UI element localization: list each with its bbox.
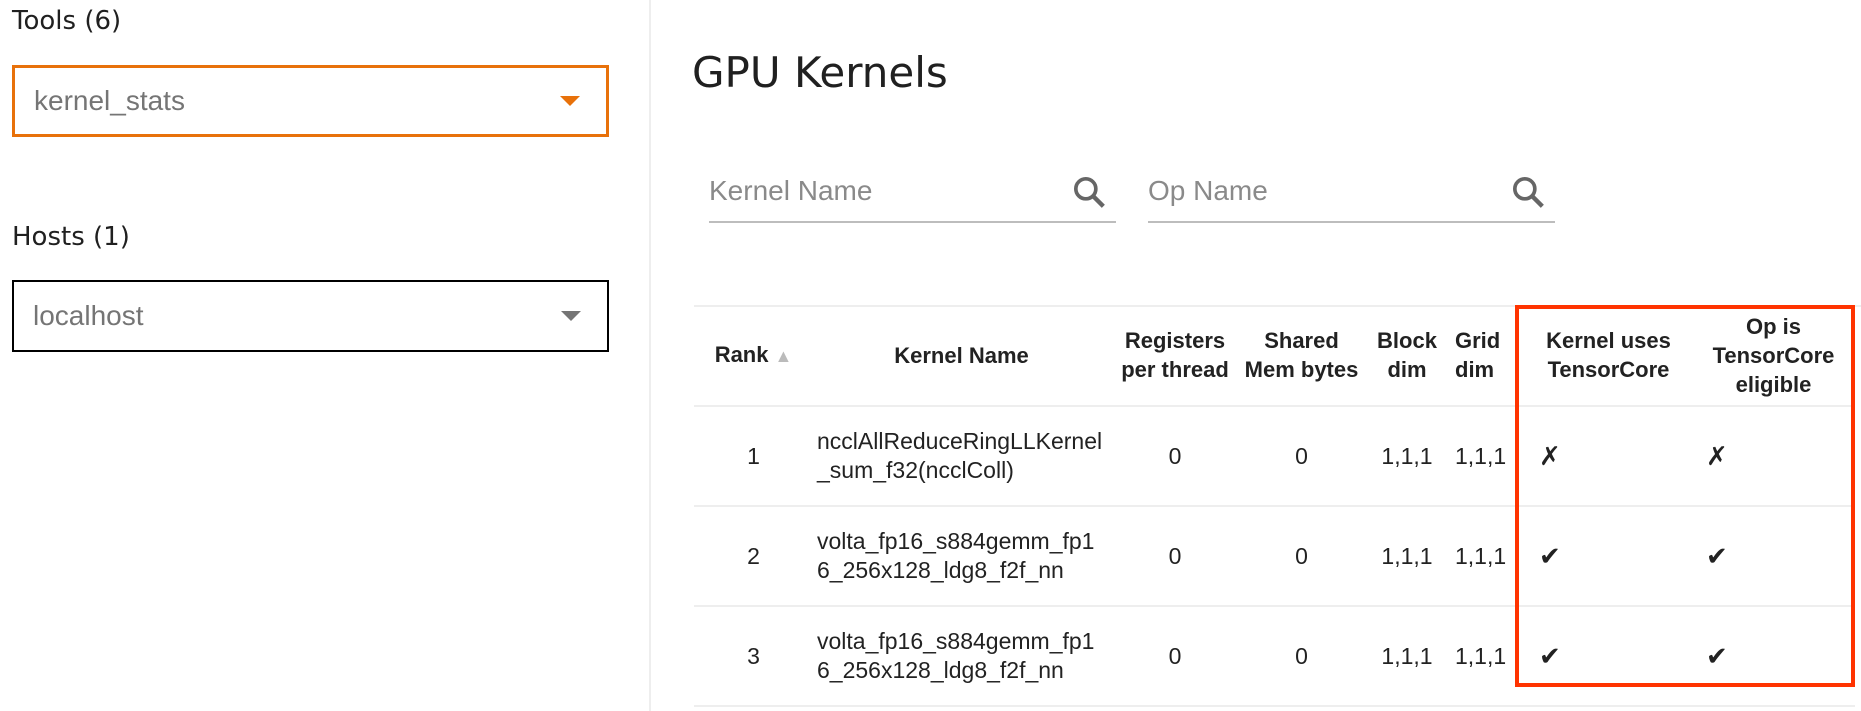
cell-shared-mem: 0 [1240, 506, 1363, 607]
cell-registers: 0 [1110, 506, 1240, 607]
cell-registers: 0 [1110, 606, 1240, 707]
tools-dropdown[interactable]: kernel_stats [12, 65, 609, 137]
dropdown-arrow-icon [560, 96, 580, 106]
sort-ascending-icon[interactable]: ▲ [774, 345, 793, 366]
sidebar: Tools (6) kernel_stats Hosts (1) localho… [0, 0, 651, 711]
check-icon: ✔ [1525, 606, 1692, 707]
cell-grid-dim: 1,1,1 [1451, 606, 1525, 707]
cell-registers: 0 [1110, 406, 1240, 507]
op-name-search[interactable] [1148, 165, 1555, 223]
search-icon[interactable] [1509, 173, 1549, 213]
cell-rank: 3 [694, 606, 813, 707]
search-icon[interactable] [1070, 173, 1110, 213]
table-row: 3 volta_fp16_s884gemm_fp16_256x128_ldg8_… [694, 606, 1855, 707]
tools-label: Tools (6) [12, 6, 122, 36]
kernel-name-search[interactable] [709, 165, 1116, 223]
header-grid-dim[interactable]: Grid dim [1451, 305, 1525, 407]
header-shared-mem[interactable]: Shared Mem bytes [1240, 305, 1363, 407]
check-icon: ✔ [1525, 506, 1692, 607]
kernel-name-search-input[interactable] [709, 175, 1035, 207]
hosts-label: Hosts (1) [12, 222, 130, 252]
op-name-search-input[interactable] [1148, 175, 1474, 207]
cell-block-dim: 1,1,1 [1363, 606, 1451, 707]
check-icon: ✔ [1692, 606, 1855, 707]
cell-rank: 2 [694, 506, 813, 607]
kernel-stats-table: Rank ▲ Kernel Name Registers per thread S… [694, 305, 1855, 707]
header-kernel-uses-tensorcore[interactable]: Kernel uses TensorCore [1525, 305, 1692, 407]
table-row: 1 ncclAllReduceRingLLKernel_sum_f32(nccl… [694, 406, 1855, 507]
hosts-dropdown[interactable]: localhost [12, 280, 609, 352]
cell-grid-dim: 1,1,1 [1451, 506, 1525, 607]
table-header-row: Rank ▲ Kernel Name Registers per thread S… [694, 305, 1855, 407]
cell-grid-dim: 1,1,1 [1451, 406, 1525, 507]
cross-icon: ✗ [1692, 406, 1855, 507]
header-registers[interactable]: Registers per thread [1110, 305, 1240, 407]
cell-shared-mem: 0 [1240, 606, 1363, 707]
cell-block-dim: 1,1,1 [1363, 506, 1451, 607]
tools-selected-value: kernel_stats [34, 85, 185, 116]
check-icon: ✔ [1692, 506, 1855, 607]
cell-shared-mem: 0 [1240, 406, 1363, 507]
dropdown-arrow-icon [561, 311, 581, 321]
cross-icon: ✗ [1525, 406, 1692, 507]
header-op-tensorcore-eligible[interactable]: Op is TensorCore eligible [1692, 305, 1855, 407]
cell-kernel-name: volta_fp16_s884gemm_fp16_256x128_ldg8_f2… [813, 606, 1110, 707]
header-kernel-name[interactable]: Kernel Name [813, 305, 1110, 407]
cell-kernel-name: volta_fp16_s884gemm_fp16_256x128_ldg8_f2… [813, 506, 1110, 607]
page-title: GPU Kernels [692, 48, 948, 97]
header-block-dim[interactable]: Block dim [1363, 305, 1451, 407]
table-row: 2 volta_fp16_s884gemm_fp16_256x128_ldg8_… [694, 506, 1855, 607]
header-rank[interactable]: Rank ▲ [694, 305, 813, 407]
cell-kernel-name: ncclAllReduceRingLLKernel_sum_f32(ncclCo… [813, 406, 1110, 507]
hosts-selected-value: localhost [33, 300, 144, 331]
cell-rank: 1 [694, 406, 813, 507]
cell-block-dim: 1,1,1 [1363, 406, 1451, 507]
